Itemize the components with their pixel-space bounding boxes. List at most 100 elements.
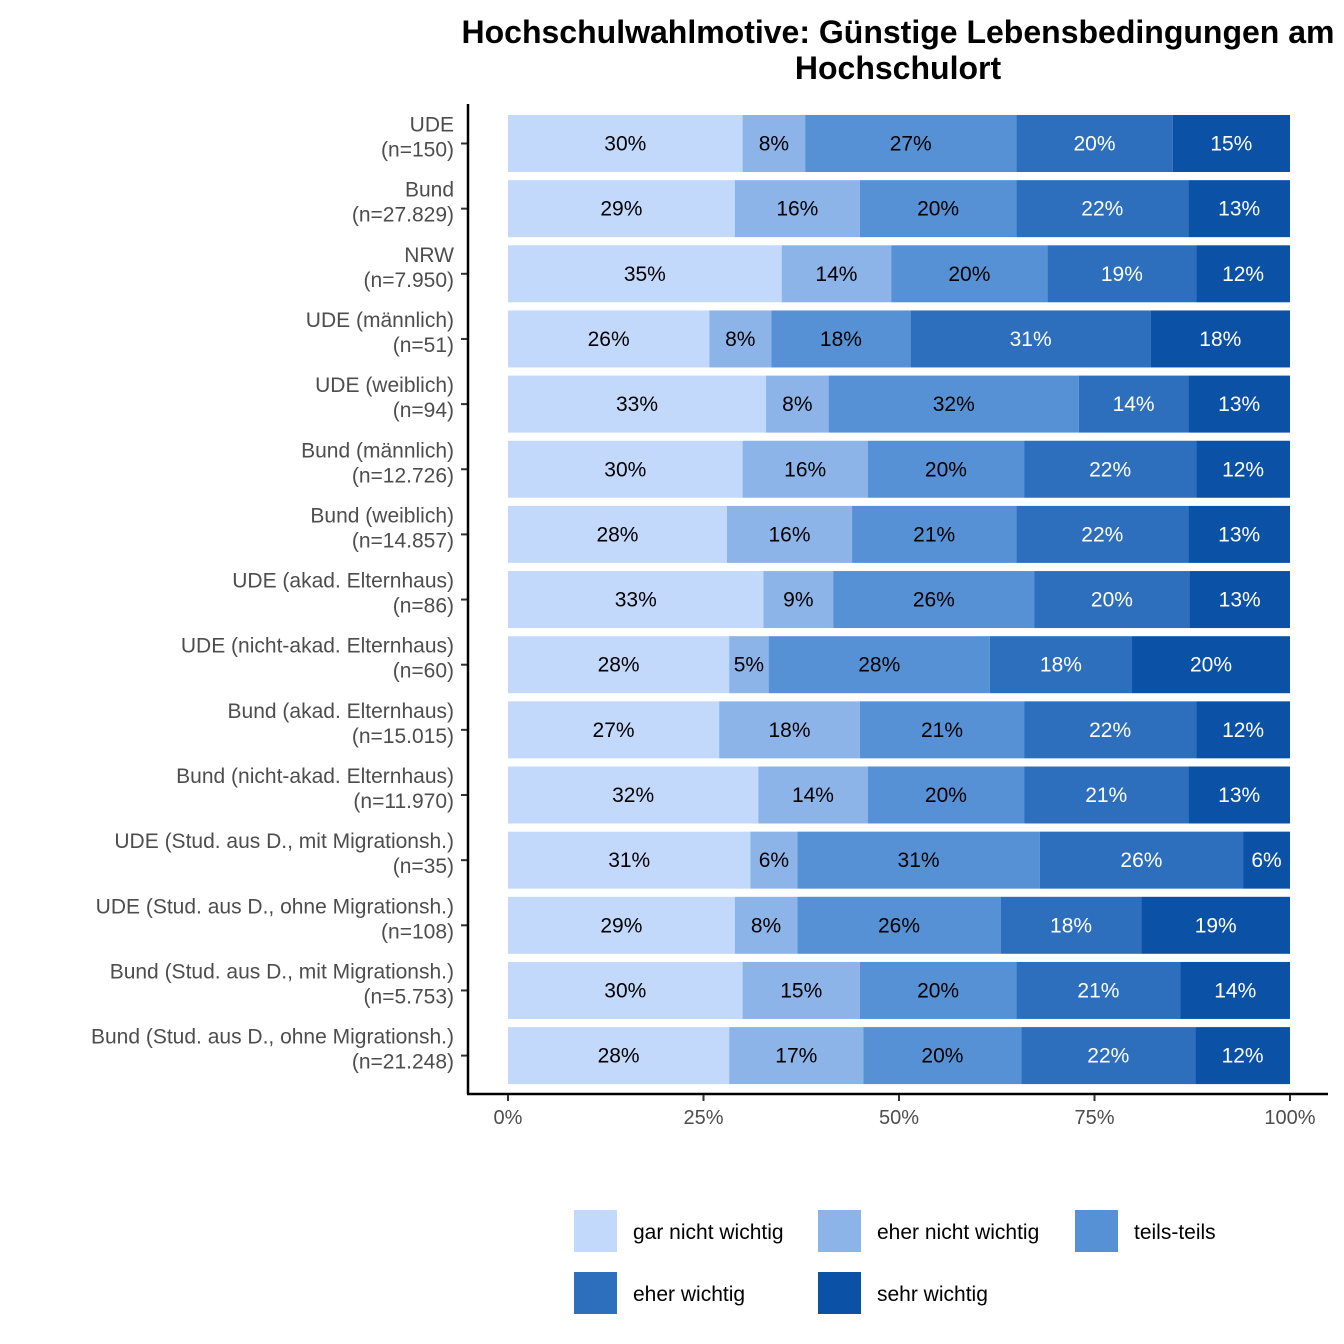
bar-segment bbox=[1188, 505, 1290, 563]
category-label: Bund (akad. Elternhaus) bbox=[228, 700, 454, 723]
data-label: 22% bbox=[1089, 458, 1131, 481]
bar-segment bbox=[1016, 505, 1189, 563]
bar-segment bbox=[719, 701, 860, 759]
category-label: (n=86) bbox=[393, 595, 454, 618]
data-label: 14% bbox=[1113, 393, 1155, 416]
data-label: 22% bbox=[1087, 1045, 1129, 1068]
bar-segment bbox=[1016, 180, 1189, 238]
category-label: (n=60) bbox=[393, 660, 454, 683]
data-label: 12% bbox=[1222, 719, 1264, 742]
bar-segment bbox=[1196, 245, 1290, 303]
data-label: 30% bbox=[604, 458, 646, 481]
bar-segment bbox=[891, 245, 1048, 303]
data-label: 18% bbox=[820, 328, 862, 351]
data-label: 21% bbox=[921, 719, 963, 742]
bar-segment bbox=[508, 766, 759, 824]
category-label: Bund (männlich) bbox=[301, 439, 454, 462]
data-label: 32% bbox=[612, 784, 654, 807]
chart-title: Hochschulwahlmotive: Günstige Lebensbedi… bbox=[462, 14, 1335, 86]
bar-segment bbox=[508, 701, 720, 759]
data-label: 27% bbox=[593, 719, 635, 742]
data-label: 18% bbox=[1199, 328, 1241, 351]
x-axis-ticks: 0% 25% 50% 75% 100% bbox=[494, 1095, 1316, 1129]
bar-segment bbox=[1039, 831, 1244, 889]
bar-segment bbox=[508, 115, 743, 172]
data-label: 31% bbox=[898, 849, 940, 872]
bar-segment bbox=[1132, 636, 1290, 694]
category-label: UDE (akad. Elternhaus) bbox=[232, 570, 454, 593]
bar-segment bbox=[508, 180, 735, 238]
data-label: 22% bbox=[1081, 523, 1123, 546]
bar-segment bbox=[797, 896, 1001, 954]
data-label: 8% bbox=[782, 393, 812, 416]
bar-segment bbox=[867, 440, 1025, 498]
data-label: 13% bbox=[1218, 198, 1260, 221]
data-label: 19% bbox=[1101, 263, 1143, 286]
data-label: 35% bbox=[624, 263, 666, 286]
data-label: 20% bbox=[1190, 654, 1232, 677]
bar-segment bbox=[859, 180, 1017, 238]
axes bbox=[466, 104, 1328, 1096]
bar-segment bbox=[1047, 245, 1197, 303]
category-label: UDE (männlich) bbox=[306, 309, 454, 332]
x-tick-label: 75% bbox=[1074, 1107, 1114, 1129]
category-label: UDE (Stud. aus D., ohne Migrationsh.) bbox=[96, 895, 454, 918]
data-label: 29% bbox=[600, 198, 642, 221]
bar-segment bbox=[508, 961, 743, 1019]
data-label: 14% bbox=[815, 263, 857, 286]
data-label: 15% bbox=[780, 979, 822, 1002]
data-label: 8% bbox=[751, 914, 781, 937]
category-label: (n=108) bbox=[381, 920, 454, 943]
bar-segment bbox=[1150, 310, 1290, 368]
bar-segment bbox=[508, 831, 751, 889]
data-label: 13% bbox=[1218, 393, 1260, 416]
data-label: 13% bbox=[1219, 589, 1261, 612]
data-label: 30% bbox=[604, 979, 646, 1002]
category-label: UDE (nicht-akad. Elternhaus) bbox=[181, 635, 454, 658]
legend-label: eher wichtig bbox=[633, 1283, 745, 1306]
bar-segment bbox=[1016, 961, 1181, 1019]
category-label: Bund bbox=[405, 179, 454, 202]
data-label: 18% bbox=[1050, 914, 1092, 937]
bar-segment bbox=[1180, 961, 1290, 1019]
bar-segment bbox=[766, 375, 829, 433]
data-label: 21% bbox=[1077, 979, 1119, 1002]
data-label: 20% bbox=[917, 979, 959, 1002]
bar-segment bbox=[1000, 896, 1142, 954]
data-label: 33% bbox=[615, 589, 657, 612]
bar-segment bbox=[508, 440, 743, 498]
bar-segment bbox=[1024, 766, 1189, 824]
bar-segment bbox=[508, 571, 764, 629]
data-label: 16% bbox=[776, 198, 818, 221]
data-label: 27% bbox=[890, 133, 932, 156]
bar-segment bbox=[1078, 375, 1189, 433]
chart-title-line: Hochschulwahlmotive: Günstige Lebensbedi… bbox=[462, 14, 1335, 50]
data-label: 20% bbox=[1091, 589, 1133, 612]
category-label: NRW bbox=[404, 244, 454, 267]
data-label: 31% bbox=[608, 849, 650, 872]
category-label: (n=11.970) bbox=[353, 790, 454, 813]
bar-segment bbox=[758, 766, 868, 824]
data-label: 20% bbox=[1073, 133, 1115, 156]
x-tick-label: 100% bbox=[1264, 1107, 1315, 1129]
category-label: Bund (Stud. aus D., ohne Migrationsh.) bbox=[91, 1026, 454, 1049]
bar-segment bbox=[508, 310, 710, 368]
bar-segment bbox=[768, 636, 990, 694]
data-label: 12% bbox=[1222, 1045, 1264, 1068]
bar-segment bbox=[1196, 440, 1290, 498]
data-label: 15% bbox=[1210, 133, 1252, 156]
category-label: Bund (Stud. aus D., mit Migrationsh.) bbox=[110, 960, 454, 983]
data-label: 12% bbox=[1222, 458, 1264, 481]
legend-swatch bbox=[574, 1272, 617, 1314]
data-label: 8% bbox=[725, 328, 755, 351]
bar-segment bbox=[1024, 701, 1197, 759]
data-label: 14% bbox=[1214, 979, 1256, 1002]
bar-segment bbox=[508, 505, 727, 563]
category-label: (n=21.248) bbox=[352, 1051, 454, 1074]
legend-label: eher nicht wichtig bbox=[877, 1221, 1039, 1244]
x-tick-label: 0% bbox=[494, 1107, 523, 1129]
bar-segment bbox=[910, 310, 1151, 368]
bar-segment bbox=[1188, 375, 1290, 433]
data-label: 20% bbox=[921, 1045, 963, 1068]
bar-segment bbox=[508, 245, 782, 303]
